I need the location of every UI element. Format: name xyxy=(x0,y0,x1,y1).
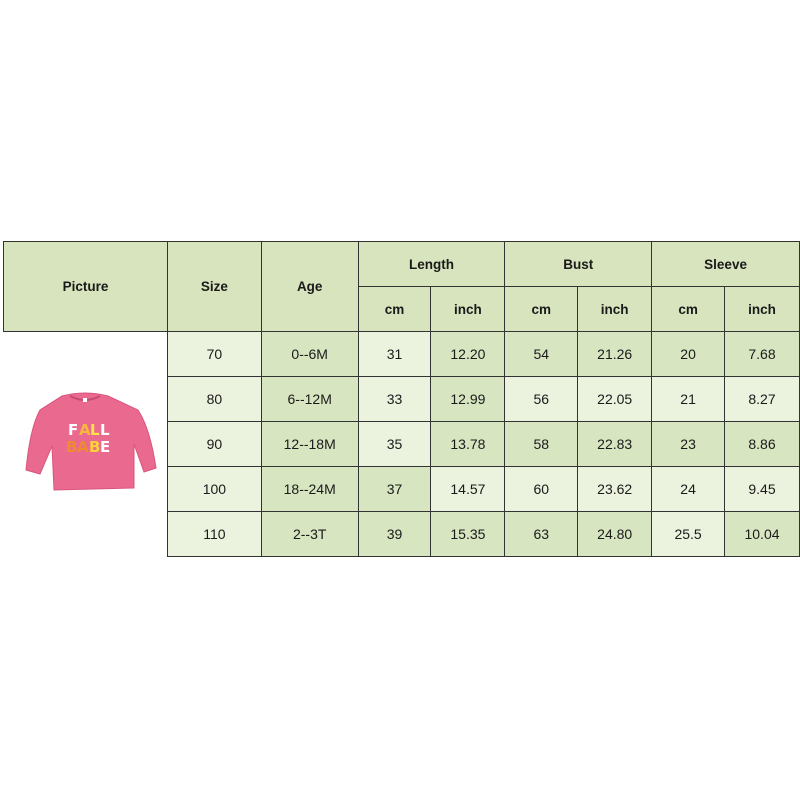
cell-bust-inch: 21.26 xyxy=(577,331,653,377)
cell-length-inch: 12.20 xyxy=(430,331,506,377)
cell-bust-cm: 63 xyxy=(504,511,579,557)
header-sleeve-cm: cm xyxy=(651,286,726,332)
cell-bust-cm: 54 xyxy=(504,331,579,377)
size-chart-table: Picture Size Age Length Bust Sleeve cm i… xyxy=(3,241,800,557)
cell-length-inch: 12.99 xyxy=(430,376,506,422)
cell-length-cm: 33 xyxy=(357,376,432,422)
cell-size: 90 xyxy=(166,421,262,467)
svg-text:L: L xyxy=(90,421,100,439)
cell-bust-cm: 58 xyxy=(504,421,579,467)
header-age: Age xyxy=(260,241,359,332)
header-row-units: cm inch cm inch cm inch xyxy=(4,286,800,332)
cell-length-cm: 37 xyxy=(357,466,432,512)
cell-age: 2--3T xyxy=(260,511,359,557)
table-row: 80 6--12M 33 12.99 56 22.05 21 8.27 xyxy=(4,376,800,422)
cell-bust-cm: 60 xyxy=(504,466,579,512)
header-bust-cm: cm xyxy=(504,286,579,332)
cell-size: 110 xyxy=(166,511,262,557)
cell-sleeve-cm: 21 xyxy=(651,376,726,422)
table-row: 110 2--3T 39 15.35 63 24.80 25.5 10.04 xyxy=(4,511,800,557)
header-picture: Picture xyxy=(3,241,168,332)
cell-bust-inch: 22.05 xyxy=(577,376,653,422)
cell-size: 70 xyxy=(166,331,262,377)
cell-bust-inch: 23.62 xyxy=(577,466,653,512)
header-bust: Bust xyxy=(504,241,653,287)
cell-age: 0--6M xyxy=(260,331,359,377)
cell-size: 100 xyxy=(166,466,262,512)
cell-sleeve-cm: 25.5 xyxy=(651,511,726,557)
svg-text:A: A xyxy=(77,438,89,456)
cell-age: 18--24M xyxy=(260,466,359,512)
table-row: 100 18--24M 37 14.57 60 23.62 24 9.45 xyxy=(4,466,800,512)
cell-sleeve-cm: 24 xyxy=(651,466,726,512)
cell-age: 6--12M xyxy=(260,376,359,422)
cell-sleeve-cm: 20 xyxy=(651,331,726,377)
header-row-top: Picture Size Age Length Bust Sleeve xyxy=(3,241,800,332)
cell-age: 12--18M xyxy=(260,421,359,467)
header-length: Length xyxy=(357,241,506,287)
header-sleeve-inch: inch xyxy=(724,286,800,332)
header-sleeve: Sleeve xyxy=(651,241,800,287)
cell-sleeve-inch: 9.45 xyxy=(724,466,800,512)
svg-text:E: E xyxy=(100,438,110,456)
cell-size: 80 xyxy=(166,376,262,422)
cell-length-cm: 31 xyxy=(357,331,432,377)
svg-text:B: B xyxy=(66,438,77,456)
cell-length-cm: 35 xyxy=(357,421,432,467)
svg-text:B: B xyxy=(89,438,100,456)
cell-length-inch: 14.57 xyxy=(430,466,506,512)
svg-text:A: A xyxy=(79,421,91,439)
cell-sleeve-inch: 7.68 xyxy=(724,331,800,377)
cell-bust-inch: 24.80 xyxy=(577,511,653,557)
cell-bust-cm: 56 xyxy=(504,376,579,422)
cell-length-cm: 39 xyxy=(357,511,432,557)
cell-sleeve-cm: 23 xyxy=(651,421,726,467)
cell-bust-inch: 22.83 xyxy=(577,421,653,467)
cell-length-inch: 13.78 xyxy=(430,421,506,467)
svg-text:F: F xyxy=(68,421,78,439)
cell-sleeve-inch: 8.86 xyxy=(724,421,800,467)
cell-length-inch: 15.35 xyxy=(430,511,506,557)
svg-text:L: L xyxy=(100,421,110,439)
header-bust-inch: inch xyxy=(577,286,653,332)
header-size: Size xyxy=(166,241,262,332)
cell-sleeve-inch: 10.04 xyxy=(724,511,800,557)
table-row: 90 12--18M 35 13.78 58 22.83 23 8.86 xyxy=(4,421,800,467)
header-length-inch: inch xyxy=(430,286,506,332)
header-length-cm: cm xyxy=(357,286,432,332)
cell-sleeve-inch: 8.27 xyxy=(724,376,800,422)
